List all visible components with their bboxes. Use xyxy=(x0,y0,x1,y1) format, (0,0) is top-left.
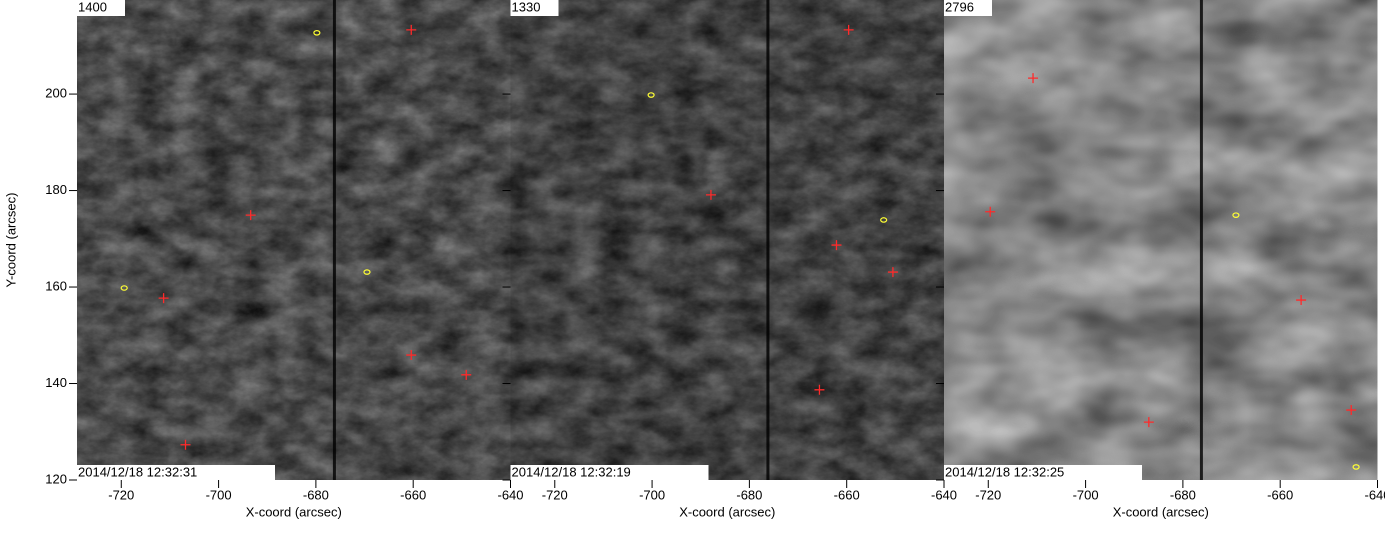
x-axis-label: X-coord (arcsec) xyxy=(246,504,342,519)
x-tick-label: -700 xyxy=(206,487,232,502)
timestamp: 2014/12/18 12:32:25 xyxy=(945,464,1064,479)
x-tick-label: -700 xyxy=(639,487,665,502)
panel: 1400 2014/12/18 12:32:31 -720 -700 -680 -660 -… xyxy=(3,0,523,519)
solar-image xyxy=(944,0,1378,480)
solar-image xyxy=(77,0,511,480)
x-tick-label: -660 xyxy=(834,487,860,502)
panel: 2796 2014/12/18 12:32:25 -720 -700 -680 -660 -… xyxy=(936,0,1385,519)
x-tick-label: -640 xyxy=(497,487,523,502)
x-tick-label: -700 xyxy=(1073,487,1099,502)
y-tick-label: 180 xyxy=(45,182,67,197)
y-axis-label: Y-coord (arcsec) xyxy=(3,193,18,288)
x-tick-label: -720 xyxy=(975,487,1001,502)
y-tick-label: 200 xyxy=(45,86,67,101)
solar-image xyxy=(511,0,945,480)
slit-line xyxy=(766,0,769,480)
x-tick-label: -680 xyxy=(1170,487,1196,502)
x-tick-label: -640 xyxy=(931,487,957,502)
channel-label: 2796 xyxy=(945,0,974,14)
x-tick-label: -680 xyxy=(303,487,329,502)
figure: 1400 2014/12/18 12:32:31 -720 -700 -680 -660 -… xyxy=(0,0,1385,542)
timestamp: 2014/12/18 12:32:31 xyxy=(78,464,197,479)
slit-line xyxy=(333,0,336,480)
panel: 1330 2014/12/18 12:32:19 -720 -700 -680 -660 -… xyxy=(503,0,958,519)
channel-label: 1400 xyxy=(78,0,107,14)
x-tick-label: -660 xyxy=(1267,487,1293,502)
y-tick-label: 160 xyxy=(45,278,67,293)
x-tick-label: -660 xyxy=(400,487,426,502)
x-axis-label: X-coord (arcsec) xyxy=(679,504,775,519)
slit-line xyxy=(1200,0,1203,480)
channel-label: 1330 xyxy=(512,0,541,14)
y-tick-label: 120 xyxy=(45,471,67,486)
x-tick-label: -720 xyxy=(542,487,568,502)
x-tick-label: -720 xyxy=(108,487,134,502)
x-tick-label: -640 xyxy=(1364,487,1385,502)
y-tick-label: 140 xyxy=(45,375,67,390)
timestamp: 2014/12/18 12:32:19 xyxy=(512,464,631,479)
x-tick-label: -680 xyxy=(736,487,762,502)
x-axis-label: X-coord (arcsec) xyxy=(1113,504,1209,519)
